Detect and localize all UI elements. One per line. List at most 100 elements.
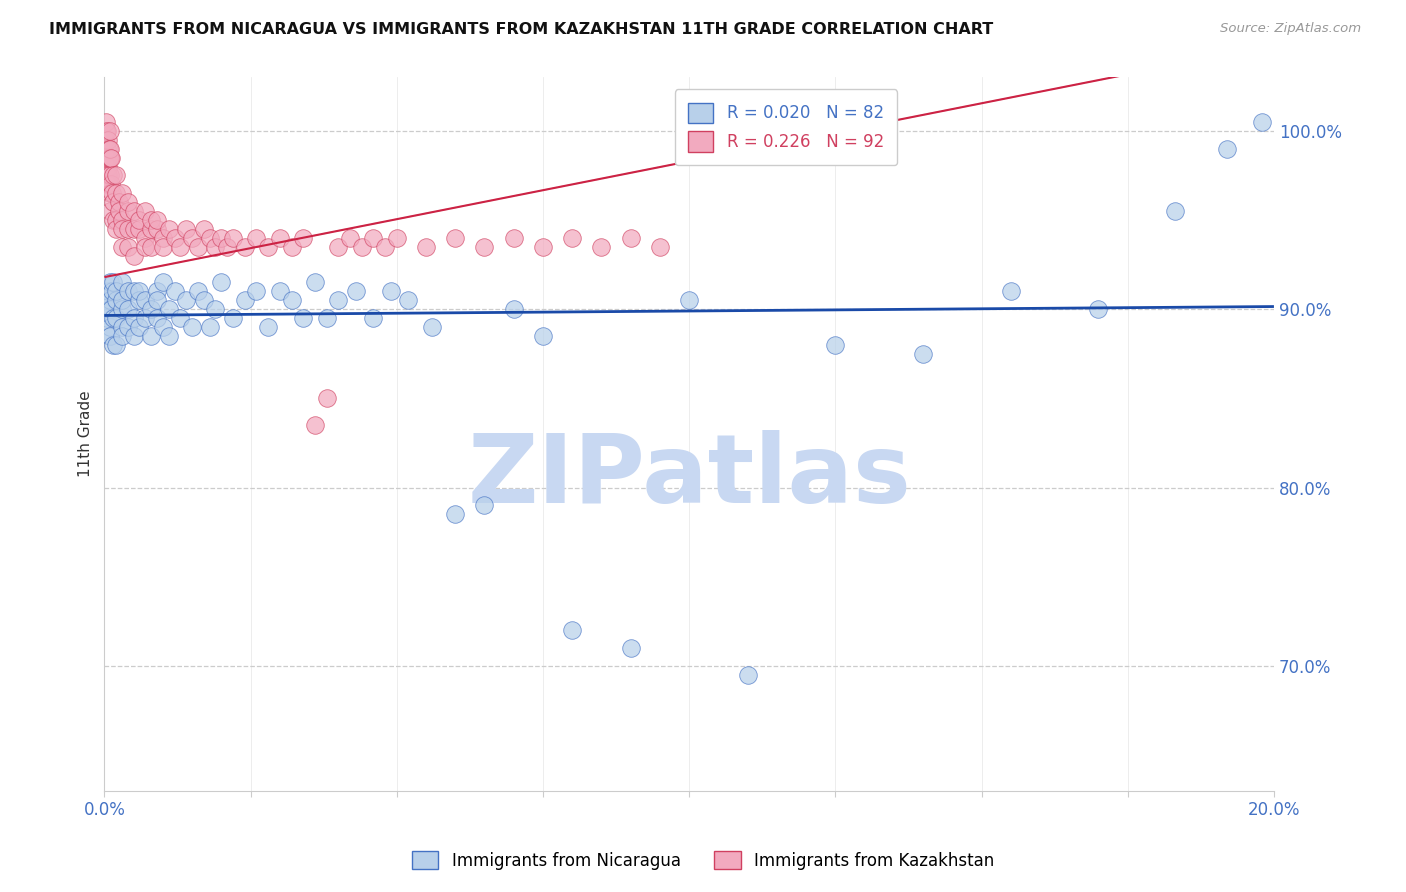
- Point: [98, 151, 121, 165]
- Point: [101, 213, 124, 227]
- Point: [269, 285, 291, 299]
- Point: [204, 302, 226, 317]
- Legend: Immigrants from Nicaragua, Immigrants from Kazakhstan: Immigrants from Nicaragua, Immigrants fr…: [405, 845, 1001, 877]
- Point: [217, 240, 239, 254]
- Point: [98, 178, 121, 192]
- Text: Source: ZipAtlas.com: Source: ZipAtlas.com: [1220, 22, 1361, 36]
- Point: [96, 142, 118, 156]
- Point: [187, 240, 209, 254]
- Point: [122, 329, 145, 343]
- Point: [117, 204, 139, 219]
- Point: [304, 276, 326, 290]
- Point: [280, 240, 302, 254]
- Point: [198, 320, 221, 334]
- Point: [122, 222, 145, 236]
- Point: [193, 293, 215, 308]
- Point: [204, 240, 226, 254]
- Point: [257, 320, 280, 334]
- Point: [561, 623, 583, 637]
- Point: [157, 302, 180, 317]
- Point: [141, 329, 163, 343]
- Point: [344, 285, 367, 299]
- Point: [912, 347, 935, 361]
- Point: [111, 276, 134, 290]
- Point: [98, 302, 121, 317]
- Point: [315, 392, 337, 406]
- Point: [117, 302, 139, 317]
- Point: [105, 213, 128, 227]
- Point: [380, 285, 402, 299]
- Point: [100, 151, 122, 165]
- Point: [100, 178, 122, 192]
- Point: [111, 320, 134, 334]
- Point: [96, 178, 118, 192]
- Point: [128, 285, 150, 299]
- Point: [181, 231, 204, 245]
- Point: [1087, 302, 1109, 317]
- Point: [222, 231, 245, 245]
- Point: [350, 240, 373, 254]
- Point: [163, 285, 186, 299]
- Point: [146, 311, 169, 326]
- Point: [98, 276, 121, 290]
- Point: [444, 508, 467, 522]
- Point: [96, 311, 118, 326]
- Point: [105, 222, 128, 236]
- Point: [96, 169, 118, 183]
- Point: [233, 240, 256, 254]
- Point: [157, 222, 180, 236]
- Point: [146, 293, 169, 308]
- Point: [101, 311, 124, 326]
- Point: [328, 240, 350, 254]
- Point: [152, 240, 174, 254]
- Point: [1216, 142, 1239, 156]
- Point: [141, 222, 163, 236]
- Point: [101, 276, 124, 290]
- Point: [474, 240, 496, 254]
- Point: [97, 133, 120, 147]
- Point: [502, 302, 524, 317]
- Point: [105, 186, 128, 201]
- Point: [157, 329, 180, 343]
- Point: [105, 293, 128, 308]
- Point: [398, 293, 420, 308]
- Point: [98, 293, 121, 308]
- Point: [98, 124, 121, 138]
- Point: [620, 231, 643, 245]
- Point: [96, 124, 118, 138]
- Point: [141, 302, 163, 317]
- Point: [111, 302, 134, 317]
- Point: [134, 231, 156, 245]
- Point: [315, 311, 337, 326]
- Point: [122, 285, 145, 299]
- Point: [187, 285, 209, 299]
- Point: [94, 293, 117, 308]
- Point: [134, 240, 156, 254]
- Point: [94, 124, 117, 138]
- Point: [531, 240, 554, 254]
- Point: [101, 169, 124, 183]
- Point: [146, 213, 169, 227]
- Point: [128, 213, 150, 227]
- Point: [420, 320, 443, 334]
- Point: [502, 231, 524, 245]
- Point: [111, 329, 134, 343]
- Point: [128, 293, 150, 308]
- Point: [94, 133, 117, 147]
- Point: [98, 142, 121, 156]
- Point: [163, 231, 186, 245]
- Point: [257, 240, 280, 254]
- Point: [141, 240, 163, 254]
- Point: [105, 338, 128, 352]
- Point: [105, 169, 128, 183]
- Point: [108, 195, 131, 210]
- Point: [174, 222, 197, 236]
- Point: [339, 231, 361, 245]
- Point: [134, 293, 156, 308]
- Legend: R = 0.020   N = 82, R = 0.226   N = 92: R = 0.020 N = 82, R = 0.226 N = 92: [675, 89, 897, 165]
- Point: [1163, 204, 1185, 219]
- Point: [152, 276, 174, 290]
- Point: [100, 302, 122, 317]
- Point: [94, 151, 117, 165]
- Point: [620, 640, 643, 655]
